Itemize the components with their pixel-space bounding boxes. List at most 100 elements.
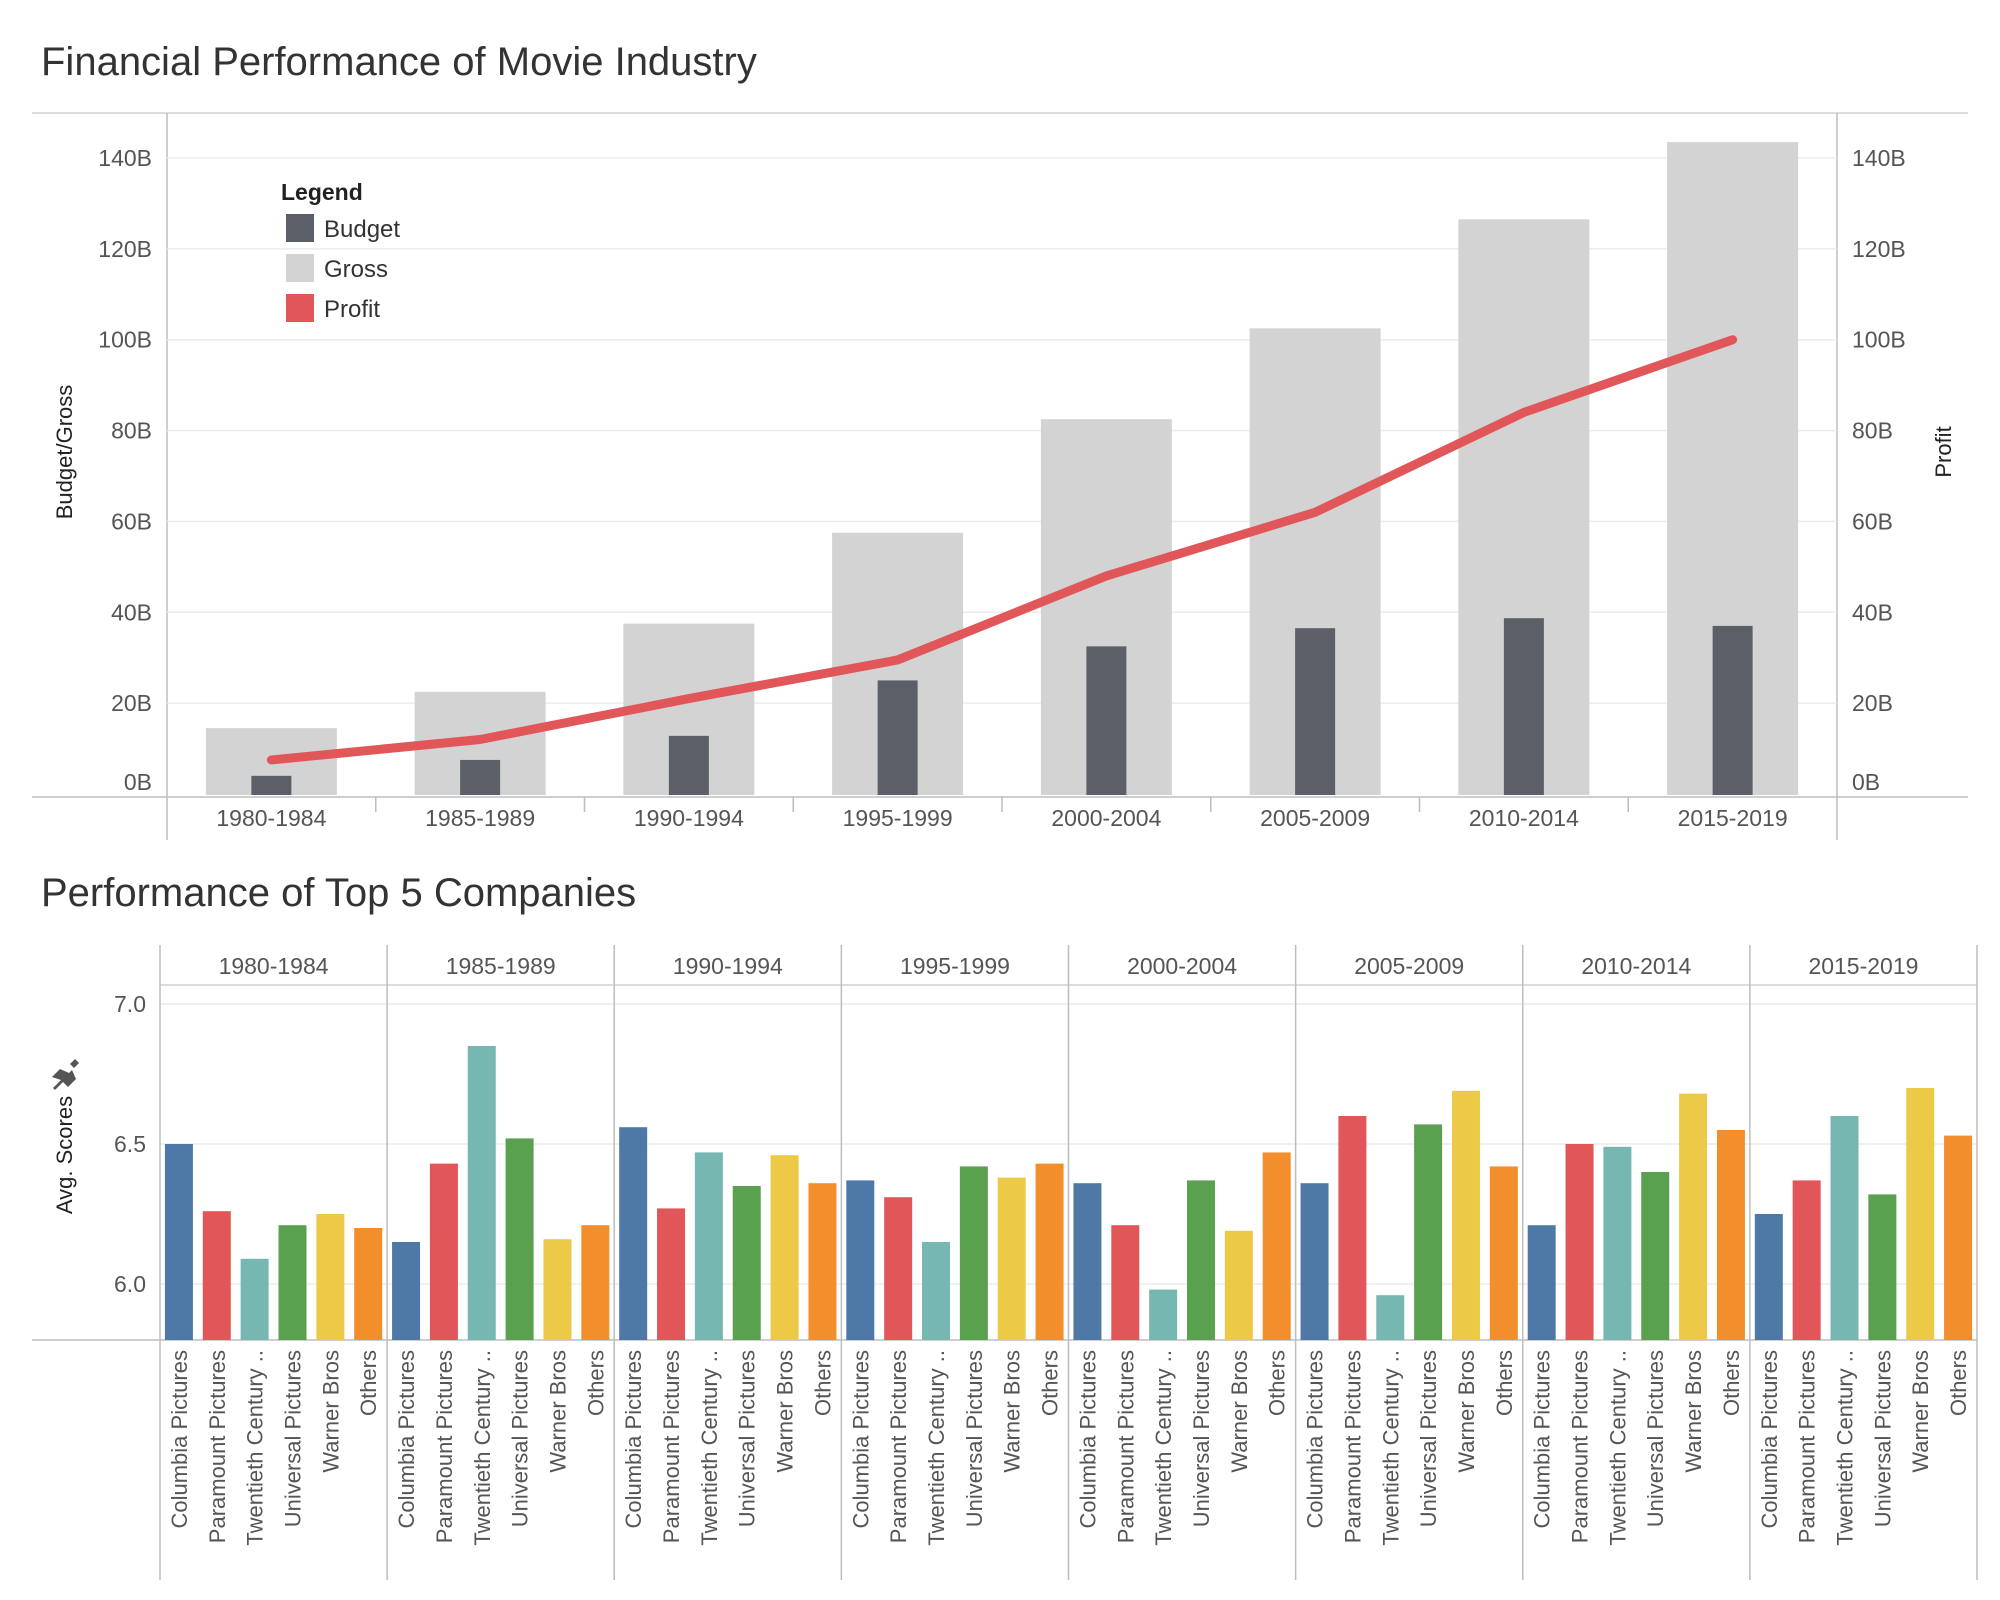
score-bar [959, 1166, 988, 1340]
score-bar [240, 1258, 269, 1340]
y-tick-label: 6.5 [114, 1131, 146, 1157]
score-bar [884, 1197, 913, 1340]
company-label: Warner Bros [318, 1350, 343, 1473]
score-bar [1149, 1289, 1178, 1340]
period-header: 2015-2019 [1808, 953, 1918, 979]
company-label: Paramount Pictures [205, 1350, 230, 1543]
company-label: Columbia Pictures [167, 1350, 192, 1529]
y-tick-label: 6.0 [114, 1271, 146, 1297]
score-bar [354, 1228, 383, 1340]
company-label: Paramount Pictures [432, 1350, 457, 1543]
company-label: Twentieth Century .. [243, 1350, 268, 1546]
budget-bar [460, 759, 501, 795]
score-bar [922, 1242, 951, 1340]
period-header: 1990-1994 [673, 953, 783, 979]
company-label: Warner Bros [1681, 1350, 1706, 1473]
period-header: 2005-2009 [1354, 953, 1464, 979]
score-bar [1111, 1225, 1140, 1340]
score-bar [543, 1239, 572, 1340]
score-bar [1754, 1214, 1783, 1340]
company-label: Warner Bros [773, 1350, 798, 1473]
score-bar [1262, 1152, 1291, 1340]
company-label: Columbia Pictures [621, 1350, 646, 1529]
score-bar [1224, 1230, 1253, 1340]
score-bar [846, 1180, 875, 1340]
score-bar [1641, 1172, 1670, 1340]
company-label: Universal Pictures [1189, 1350, 1214, 1527]
company-label: Twentieth Century .. [470, 1350, 495, 1546]
y-tick-label-right: 140B [1852, 145, 1906, 171]
score-bar [429, 1163, 458, 1340]
company-label: Columbia Pictures [394, 1350, 419, 1529]
y-tick-label-right: 20B [1852, 690, 1893, 716]
y-tick-label-left: 80B [111, 418, 152, 444]
x-tick-label: 2005-2009 [1260, 805, 1370, 831]
financial-chart: 0B 0B 20B 20B 40B 40B 60B 60B 80B 80B 100B 100B 120B… [32, 112, 1968, 840]
company-label: Paramount Pictures [659, 1350, 684, 1543]
y-tick-label-right: 120B [1852, 236, 1906, 262]
score-bar [1035, 1163, 1064, 1340]
company-label: Universal Pictures [1643, 1350, 1668, 1527]
company-label: Twentieth Century .. [1151, 1350, 1176, 1546]
y-tick-label-left: 100B [98, 327, 152, 353]
legend-title: Legend [281, 179, 363, 205]
company-label: Others [1946, 1350, 1971, 1416]
y-tick-label-left: 60B [111, 508, 152, 534]
company-label: Universal Pictures [735, 1350, 760, 1527]
company-label: Warner Bros [545, 1350, 570, 1473]
chart-title-financial: Financial Performance of Movie Industry [41, 40, 757, 84]
score-bar [581, 1225, 610, 1340]
company-label: Columbia Pictures [1757, 1350, 1782, 1529]
chart-title-companies: Performance of Top 5 Companies [41, 871, 637, 915]
score-bar [1830, 1116, 1859, 1340]
period-header: 2010-2014 [1581, 953, 1691, 979]
company-label: Universal Pictures [1416, 1350, 1441, 1527]
score-bar [997, 1177, 1026, 1340]
score-bar [1527, 1225, 1556, 1340]
company-label: Columbia Pictures [1530, 1350, 1555, 1529]
score-bar [619, 1127, 648, 1340]
score-bar [1489, 1166, 1518, 1340]
company-label: Columbia Pictures [848, 1350, 873, 1529]
company-label: Twentieth Century .. [924, 1350, 949, 1546]
period-header: 1985-1989 [446, 953, 556, 979]
score-bar [1300, 1183, 1329, 1340]
score-bar [657, 1208, 686, 1340]
company-label: Paramount Pictures [1113, 1350, 1138, 1543]
x-tick-label: 1995-1999 [843, 805, 953, 831]
x-tick-label: 2015-2019 [1678, 805, 1788, 831]
company-label: Warner Bros [1227, 1350, 1252, 1473]
company-label: Others [583, 1350, 608, 1416]
company-label: Twentieth Century .. [1605, 1350, 1630, 1546]
budget-bar [1086, 646, 1127, 795]
company-label: Columbia Pictures [1303, 1350, 1328, 1529]
x-tick-label: 1990-1994 [634, 805, 744, 831]
budget-bar [1503, 618, 1544, 795]
legend-label: Gross [324, 256, 388, 283]
score-bar [392, 1242, 421, 1340]
company-label: Others [1038, 1350, 1063, 1416]
company-label: Others [810, 1350, 835, 1416]
budget-bar [668, 735, 709, 795]
score-bar [278, 1225, 307, 1340]
y-tick-label-right: 100B [1852, 327, 1906, 353]
score-bar [1565, 1144, 1594, 1340]
score-bar [505, 1138, 534, 1340]
score-bar [1451, 1090, 1480, 1340]
y-tick-label-left: 140B [98, 145, 152, 171]
company-label: Universal Pictures [280, 1350, 305, 1527]
period-header: 1995-1999 [900, 953, 1010, 979]
score-bar [1679, 1093, 1708, 1340]
company-label: Twentieth Century .. [1833, 1350, 1858, 1546]
score-bar [1338, 1116, 1367, 1340]
y-tick-label-right: 40B [1852, 599, 1893, 625]
score-bar [1906, 1088, 1935, 1340]
score-bar [1716, 1130, 1745, 1340]
score-bar [1792, 1180, 1821, 1340]
y-tick-label-right: 0B [1852, 769, 1880, 795]
budget-bar [251, 775, 292, 795]
company-label: Others [1265, 1350, 1290, 1416]
legend-label: Profit [324, 296, 380, 323]
company-label: Others [1719, 1350, 1744, 1416]
